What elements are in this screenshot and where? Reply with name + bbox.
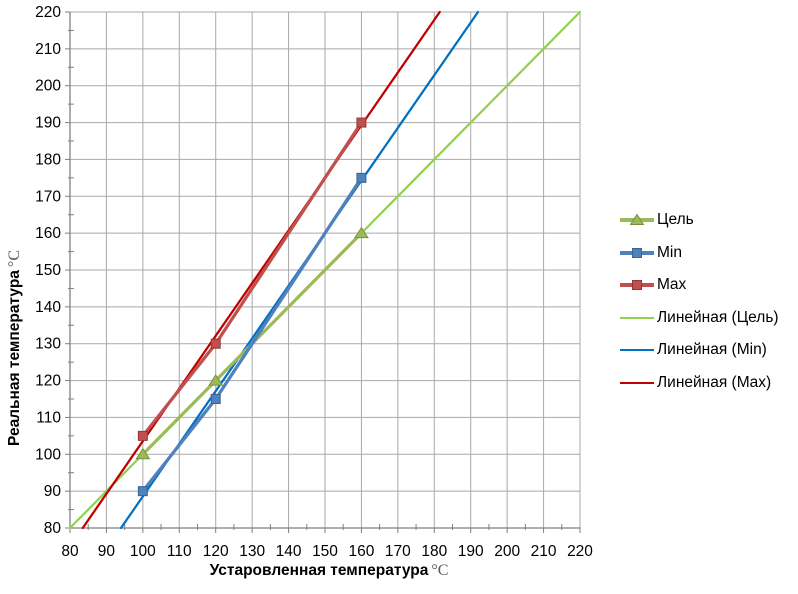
y-tick-label: 150 — [35, 262, 61, 279]
legend-label: Max — [657, 276, 687, 294]
legend-sample-line — [620, 349, 654, 352]
y-tick-label: 140 — [35, 299, 61, 316]
legend-sample-line — [620, 316, 654, 319]
legend-label: Min — [657, 243, 682, 261]
y-tick-label: 90 — [44, 483, 62, 500]
x-tick-label: 130 — [239, 543, 265, 560]
x-tick-label: 90 — [98, 543, 116, 560]
x-axis-unit: °C — [431, 562, 449, 579]
x-tick-label: 110 — [167, 543, 192, 560]
x-tick-label: 140 — [276, 543, 302, 560]
legend: Цель Min Max Линейная (Цель) Линейная (Min) Л… — [620, 204, 779, 399]
data-point-marker — [137, 486, 148, 497]
y-tick-label: 120 — [35, 373, 61, 390]
data-point-marker — [354, 226, 369, 239]
y-tick-label: 160 — [35, 225, 61, 242]
y-tick-label: 110 — [36, 409, 61, 426]
data-point-marker — [356, 172, 367, 183]
y-tick-label: 200 — [35, 78, 61, 95]
y-tick-label: 100 — [35, 446, 61, 463]
x-tick-label: 180 — [421, 543, 447, 560]
x-axis-title-text: Устаровленная температура — [209, 562, 429, 579]
legend-sample-line — [620, 381, 654, 384]
legend-sample-line — [620, 213, 654, 226]
y-tick-label: 170 — [35, 188, 61, 205]
y-tick-label: 80 — [44, 520, 62, 537]
data-point-marker — [356, 117, 367, 128]
x-tick-label: 200 — [494, 543, 520, 560]
y-tick-label: 180 — [35, 151, 61, 168]
data-point-marker — [210, 394, 221, 404]
legend-item: Линейная (Цель) — [620, 302, 779, 335]
x-tick-label: 190 — [458, 543, 484, 560]
legend-item: Min — [620, 237, 779, 270]
x-tick-label: 210 — [531, 543, 557, 560]
legend-label: Линейная (Max) — [657, 373, 772, 391]
data-point-marker — [210, 338, 221, 349]
y-tick-label: 190 — [35, 115, 61, 132]
x-tick-label: 80 — [61, 543, 79, 560]
x-tick-label: 100 — [130, 543, 156, 560]
trendline — [81, 10, 441, 530]
data-point-marker — [208, 374, 224, 386]
legend-item: Цель — [620, 204, 779, 237]
x-tick-label: 220 — [567, 543, 593, 560]
data-point-marker — [135, 447, 151, 460]
x-tick-label: 120 — [203, 543, 229, 560]
legend-label: Цель — [657, 211, 694, 229]
legend-sample-line — [620, 247, 654, 258]
legend-label: Линейная (Min) — [657, 341, 767, 359]
y-axis-title: Реальная температура °C — [6, 250, 24, 446]
x-tick-label: 170 — [385, 543, 411, 560]
y-axis-title-text: Реальная температура — [6, 270, 23, 447]
y-tick-label: 130 — [35, 336, 61, 353]
x-axis-title: Устаровленная температура °C — [0, 562, 658, 580]
x-tick-label: 160 — [348, 543, 374, 560]
legend-label: Линейная (Цель) — [657, 308, 779, 326]
legend-sample-line — [620, 280, 654, 291]
y-tick-label: 220 — [35, 4, 61, 21]
y-axis-unit: °C — [6, 249, 23, 268]
legend-item: Линейная (Min) — [620, 334, 779, 367]
data-point-marker — [137, 430, 148, 441]
x-tick-label: 150 — [312, 543, 338, 560]
legend-item: Линейная (Max) — [620, 367, 779, 400]
y-tick-label: 210 — [35, 41, 61, 58]
legend-item: Max — [620, 269, 779, 302]
